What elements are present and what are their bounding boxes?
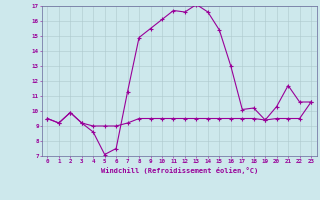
X-axis label: Windchill (Refroidissement éolien,°C): Windchill (Refroidissement éolien,°C) [100,167,258,174]
